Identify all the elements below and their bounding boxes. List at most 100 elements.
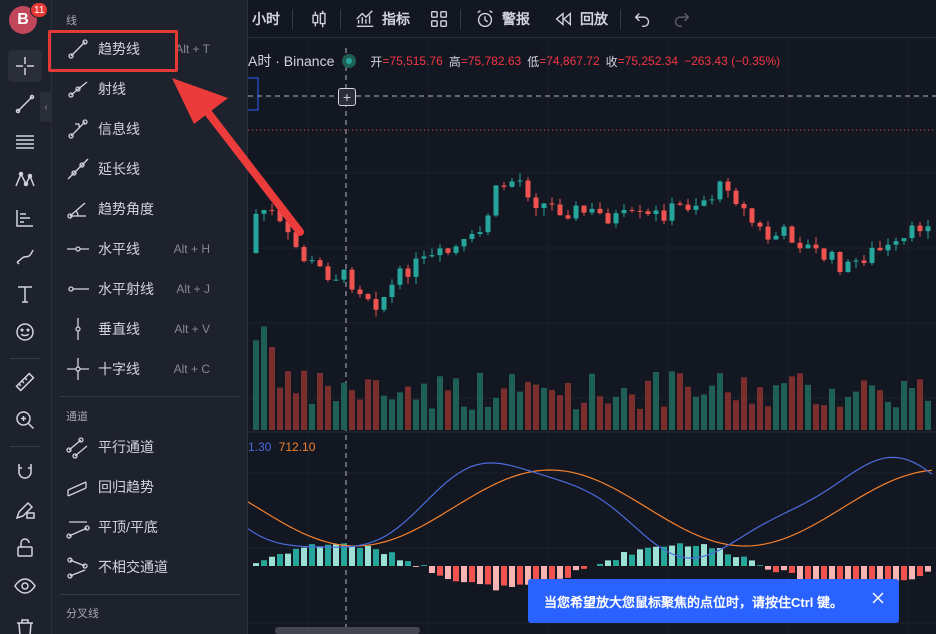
volume-bar	[669, 371, 675, 430]
candle-body	[677, 203, 683, 205]
volume-bar	[829, 388, 835, 430]
candle-body	[621, 210, 627, 214]
shortcut-label: Alt + V	[174, 322, 210, 336]
text-tools-button[interactable]	[8, 278, 42, 310]
volume-bar	[389, 399, 395, 430]
menu-item-trend-line[interactable]: 趋势线 Alt + T	[52, 31, 248, 67]
magnet-button[interactable]	[8, 456, 42, 488]
forecast-tools-button[interactable]	[8, 202, 42, 234]
time-scrollbar[interactable]	[275, 627, 420, 634]
candle-body	[253, 213, 259, 253]
lock-drawing-button[interactable]	[8, 494, 42, 526]
candle-body	[453, 246, 459, 253]
pattern-tools-button[interactable]	[8, 164, 42, 196]
macd-histogram-bar	[709, 548, 715, 566]
macd-histogram-bar	[677, 543, 683, 566]
crosshair-tool-button[interactable]	[8, 50, 42, 82]
candles-icon	[312, 10, 326, 28]
layouts-button[interactable]	[428, 0, 450, 38]
chart-canvas[interactable]	[248, 38, 936, 634]
macd-histogram-bar	[517, 566, 523, 585]
status-dot-icon	[342, 54, 357, 68]
menu-item-label: 平行通道	[98, 439, 154, 455]
menu-item-horizontal-line[interactable]: 水平线 Alt + H	[52, 231, 248, 267]
volume-bar	[597, 396, 603, 430]
menu-item-cross-line[interactable]: 十字线 Alt + C	[52, 351, 248, 387]
zoom-tool-button[interactable]	[8, 404, 42, 436]
volume-bar	[813, 404, 819, 430]
menu-item-trend-angle[interactable]: 趋势角度	[52, 191, 248, 227]
volume-bar	[373, 380, 379, 430]
unlock-icon	[17, 538, 33, 557]
volume-bar	[821, 405, 827, 430]
brush-tools-button[interactable]	[8, 240, 42, 272]
volume-bar	[613, 396, 619, 430]
measure-tool-button[interactable]	[8, 366, 42, 398]
emoji-tools-button[interactable]	[8, 316, 42, 348]
notification-badge: 11	[30, 2, 49, 18]
chart-type-button[interactable]	[308, 0, 330, 38]
symbol-label[interactable]: A时 · Binance	[248, 53, 335, 69]
candle-body	[645, 211, 651, 215]
menu-item-flat-top-bottom[interactable]: 平顶/平底	[52, 509, 248, 545]
alerts-button[interactable]: 警报	[474, 0, 530, 38]
menu-item-info-line[interactable]: 信息线	[52, 111, 248, 147]
lock-all-button[interactable]	[8, 532, 42, 564]
candle-body	[589, 208, 595, 213]
macd-histogram-bar	[693, 545, 699, 566]
fib-tools-button[interactable]	[8, 126, 42, 158]
volume-bar	[541, 387, 547, 430]
candle-body	[525, 180, 531, 198]
crosshair-add-button[interactable]: +	[338, 88, 356, 106]
indicators-button[interactable]: 指标	[354, 0, 410, 38]
candle-body	[269, 210, 275, 212]
menu-item-ray[interactable]: 射线	[52, 71, 248, 107]
macd-legend: 1.30 712.10	[248, 440, 315, 454]
menu-item-disjoint-channel[interactable]: 不相交通道	[52, 549, 248, 585]
macd-histogram-bar	[781, 566, 787, 571]
volume-bar	[909, 388, 915, 430]
candle-body	[469, 233, 475, 239]
macd-histogram-bar	[621, 552, 627, 566]
macd-histogram-bar	[253, 563, 259, 566]
volume-bar	[885, 401, 891, 430]
chart-area[interactable]: A时 · Binance 开 =75,515.76 高 =75,782.63 低 =7…	[248, 38, 936, 634]
pattern-icon	[15, 171, 35, 187]
volume-bar	[333, 401, 339, 430]
volume-bar	[525, 381, 531, 430]
macd-histogram-bar	[365, 545, 371, 566]
candle-body	[357, 289, 363, 295]
menu-item-horizontal-ray[interactable]: 水平射线 Alt + J	[52, 271, 248, 307]
candle-body	[885, 244, 891, 251]
zoom-in-icon	[16, 411, 35, 430]
menu-item-extended-line[interactable]: 延长线	[52, 151, 248, 187]
menu-item-label: 趋势线	[98, 41, 140, 57]
pencil-lock-icon	[15, 501, 35, 520]
menu-item-parallel-channel[interactable]: 平行通道	[52, 429, 248, 465]
collapse-toolbar-button[interactable]: ‹	[40, 92, 52, 122]
interval-button[interactable]: 小时	[252, 0, 280, 38]
menu-item-vertical-line[interactable]: 垂直线 Alt + V	[52, 311, 248, 347]
macd-histogram-bar	[501, 566, 507, 586]
candle-body	[661, 210, 667, 221]
volume-bar	[693, 396, 699, 430]
undo-button[interactable]	[632, 0, 654, 38]
menu-item-regression-trend[interactable]: 回归趋势	[52, 469, 248, 505]
volume-bar	[853, 391, 859, 430]
parallel-channel-icon	[66, 437, 88, 459]
replay-button[interactable]: 回放	[552, 0, 608, 38]
macd-histogram-bar	[797, 566, 803, 582]
line-tools-button[interactable]	[8, 88, 42, 120]
macd-histogram-bar	[573, 566, 579, 571]
redo-button[interactable]	[670, 0, 692, 38]
candle-body	[405, 268, 411, 277]
trend-line-icon	[15, 94, 35, 114]
toast-close-button[interactable]	[869, 589, 887, 607]
volume-bar	[325, 385, 331, 430]
remove-drawings-button[interactable]	[8, 612, 42, 634]
macd-histogram-bar	[733, 557, 739, 566]
signal-line	[248, 469, 933, 547]
hide-drawings-button[interactable]	[8, 570, 42, 602]
macd-histogram-bar	[309, 544, 315, 566]
